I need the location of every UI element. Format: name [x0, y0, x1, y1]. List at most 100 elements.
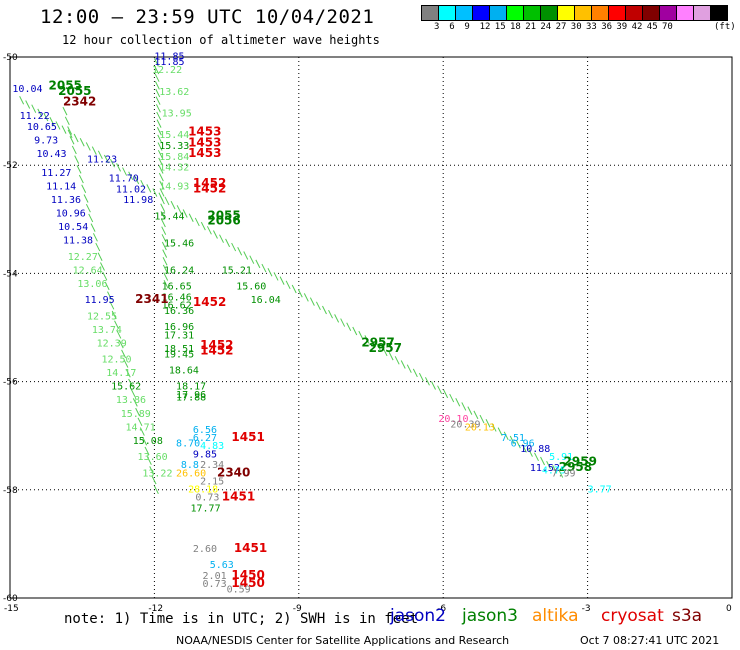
track-tick: [151, 475, 157, 485]
track-tick: [157, 149, 163, 159]
track-tick: [267, 268, 273, 277]
wave-height-label: 2.15: [200, 476, 224, 487]
wave-height-label: 20.39: [450, 420, 480, 431]
x-tick-label: -9: [293, 604, 302, 614]
track-tick: [79, 137, 85, 147]
color-scale-tick: 3: [434, 22, 440, 32]
track-tick: [76, 165, 82, 174]
wave-height-label: 2055: [207, 208, 240, 222]
wave-height-label: 13.60: [138, 452, 168, 463]
color-scale-tick: 27: [555, 22, 567, 32]
color-scale-tick: 18: [510, 22, 521, 32]
wave-height-label: 15.84: [159, 152, 189, 163]
track-tick: [104, 281, 110, 291]
wave-height-label: 1451: [231, 430, 264, 444]
wave-height-label: 13.06: [77, 279, 107, 290]
wave-height-label: 14.32: [159, 163, 189, 174]
track-tick: [153, 58, 159, 67]
wave-height-label: 11.85: [154, 57, 184, 68]
track-tick: [139, 427, 145, 436]
track-tick: [200, 221, 206, 231]
track-tick: [418, 372, 424, 382]
wave-height-label: 11.36: [51, 195, 81, 206]
track-tick: [73, 133, 79, 143]
track-tick: [328, 309, 333, 319]
track-tick: [491, 423, 497, 432]
track-tick: [443, 389, 449, 399]
track-tick: [95, 242, 101, 252]
track-tick: [144, 446, 150, 456]
wave-height-label: 17.96: [176, 390, 206, 401]
track-tick: [485, 419, 491, 428]
track-tick: [358, 330, 364, 340]
wave-height-label: 2957: [369, 341, 402, 355]
track-tick: [303, 293, 309, 302]
color-scale-tick: 24: [540, 22, 552, 32]
y-tick-label: -56: [3, 378, 18, 388]
wave-height-label: 2342: [63, 95, 96, 109]
track-tick: [540, 456, 545, 466]
wave-height-label: 11.14: [46, 182, 76, 193]
track-tick: [285, 280, 291, 290]
track-tick: [473, 410, 479, 420]
track-tick: [219, 234, 224, 243]
wave-height-label: 12.50: [101, 355, 131, 366]
track-tick: [132, 398, 138, 407]
track-tick: [431, 381, 436, 390]
wave-height-label: 19.45: [164, 349, 194, 360]
track-tick: [92, 233, 98, 242]
wave-height-label: 11.22: [20, 111, 50, 122]
track-tick: [291, 284, 297, 294]
wave-height-label: 15.08: [133, 436, 163, 447]
track-tick: [62, 106, 68, 116]
track-tick: [154, 73, 160, 82]
y-tick-label: -60: [3, 594, 18, 604]
wave-height-label: 17.77: [191, 503, 221, 514]
track-tick: [467, 406, 473, 415]
wave-height-label: 2055: [49, 78, 82, 92]
track-tick: [67, 129, 73, 139]
wave-height-label: 26.60: [176, 468, 206, 479]
wave-height-label: 13.86: [116, 395, 146, 406]
track-tick: [121, 349, 127, 359]
track-tick: [455, 398, 461, 407]
wave-height-label: 3.77: [588, 485, 612, 496]
wave-height-label: 15.21: [222, 265, 252, 276]
page-subtitle: 12 hour collection of altimeter wave hei…: [62, 33, 380, 47]
track-tick: [135, 407, 141, 417]
wave-height-label: 6.56: [193, 425, 217, 436]
track-tick: [107, 291, 112, 300]
track-tick: [231, 242, 237, 252]
track-tick: [206, 226, 212, 235]
track-tick: [149, 466, 155, 475]
track-tick: [128, 171, 134, 181]
y-tick-label: -52: [3, 161, 18, 171]
wave-height-label: 4.75: [542, 466, 566, 477]
y-tick-label: -50: [3, 53, 18, 63]
wave-height-label: 15.60: [236, 282, 266, 293]
wave-height-label: 11.02: [116, 184, 146, 195]
track-tick: [155, 88, 161, 98]
wave-height-label: 14.17: [106, 368, 136, 379]
track-tick: [157, 134, 163, 144]
wave-height-label: 12.39: [97, 338, 127, 349]
track-tick: [146, 456, 152, 465]
wave-height-label: 15.46: [164, 238, 194, 249]
legend-item-jason3: jason3: [462, 606, 518, 626]
wave-height-label: 15.62: [111, 382, 141, 393]
track-tick: [158, 157, 164, 167]
wave-height-label: 0.73: [203, 579, 227, 590]
wave-height-label: 10.04: [12, 84, 42, 95]
wave-height-label: 20.10: [438, 414, 468, 425]
wave-height-label: 2.01: [203, 571, 227, 582]
track-tick: [100, 262, 105, 271]
wave-height-label: 14.93: [159, 182, 189, 193]
wave-height-label: 1453: [188, 135, 221, 149]
color-scale-tick: 45: [646, 22, 658, 32]
credit-text: NOAA/NESDIS Center for Satellite Applica…: [176, 634, 510, 647]
track-tick: [225, 238, 231, 248]
wave-height-label: 2958: [559, 460, 592, 474]
track-tick: [162, 257, 168, 266]
page-title: 12:00 – 23:59 UTC 10/04/2021: [40, 6, 375, 28]
